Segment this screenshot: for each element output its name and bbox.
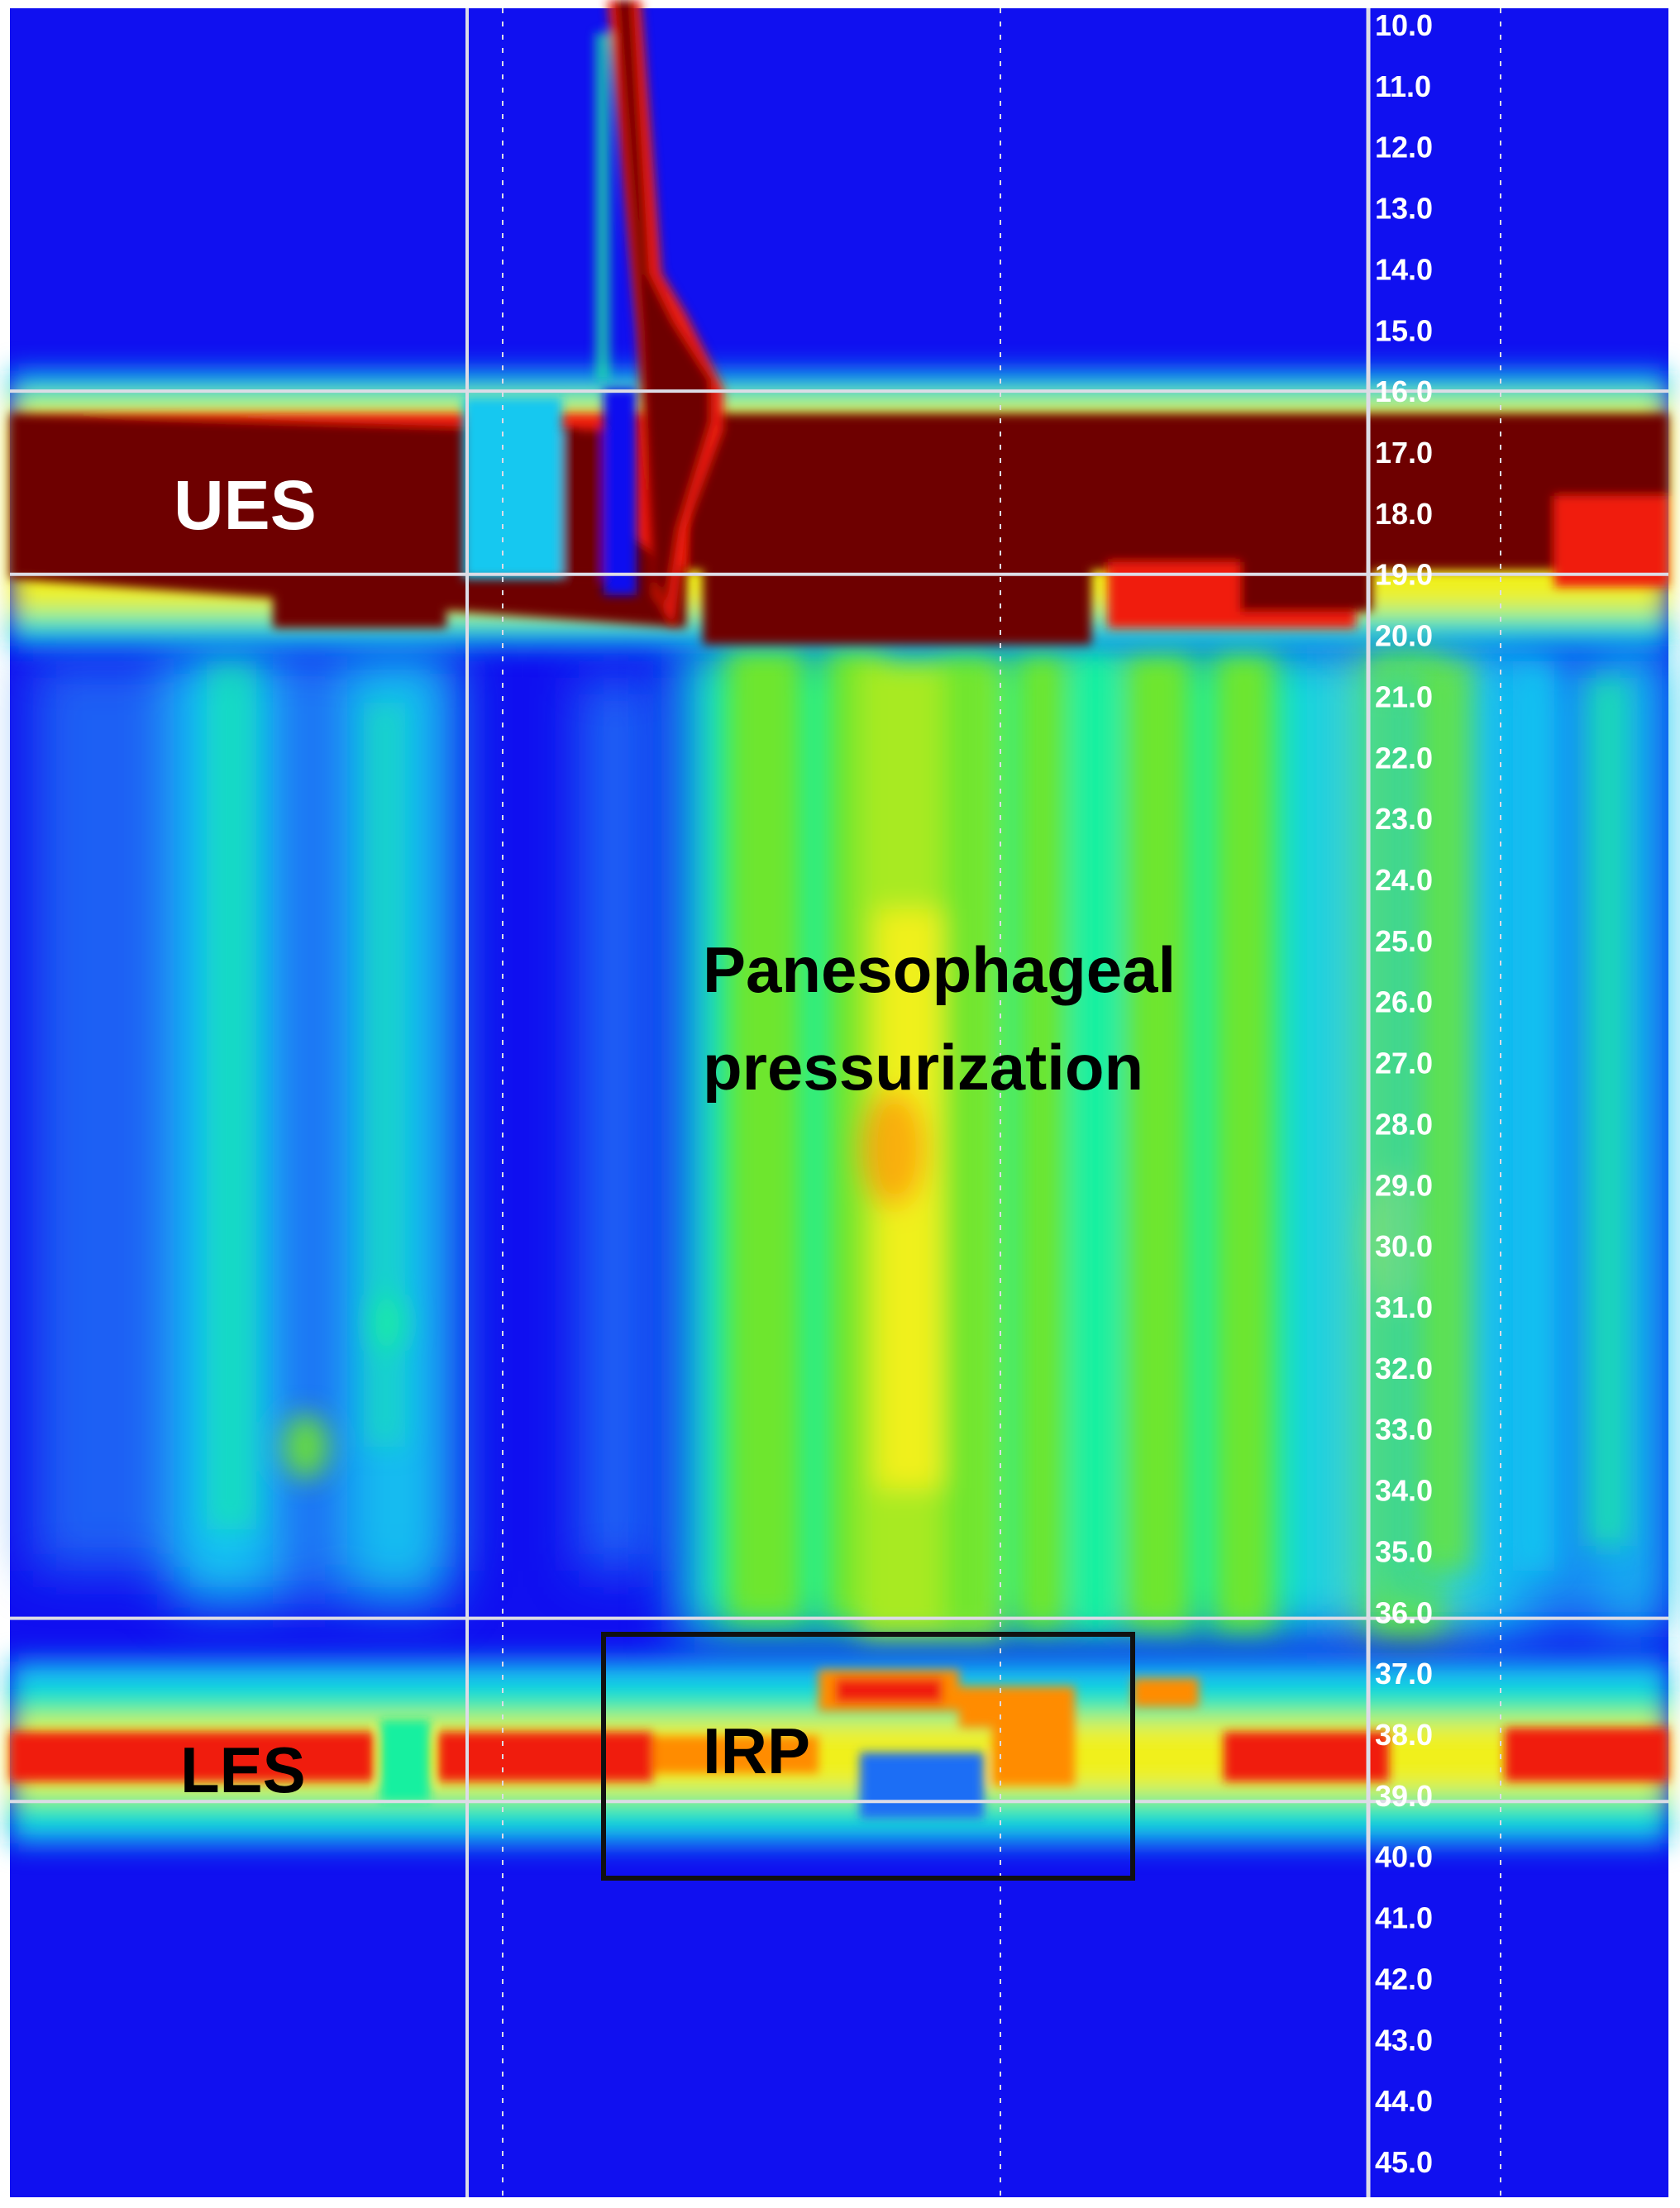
y-tick-label: 25.0 xyxy=(1375,924,1433,958)
y-tick-label: 23.0 xyxy=(1375,802,1433,836)
sensor-marker-lines xyxy=(10,389,1668,1804)
les-band-core xyxy=(10,1670,1668,1819)
y-tick-label: 35.0 xyxy=(1375,1534,1433,1568)
heatmap xyxy=(10,0,1668,2197)
y-tick-label: 45.0 xyxy=(1375,2145,1433,2179)
y-tick-label: 30.0 xyxy=(1375,1229,1433,1263)
y-tick-label: 17.0 xyxy=(1375,436,1433,470)
swallow-spike xyxy=(595,0,723,628)
y-tick-label: 42.0 xyxy=(1375,1962,1433,1996)
y-tick-label: 34.0 xyxy=(1375,1474,1433,1508)
y-tick-label: 26.0 xyxy=(1375,985,1433,1019)
ues-left-notch xyxy=(463,389,637,595)
y-tick-label: 43.0 xyxy=(1375,2023,1433,2057)
y-tick-label: 20.0 xyxy=(1375,619,1433,653)
y-tick-label: 21.0 xyxy=(1375,680,1433,713)
y-tick-label: 31.0 xyxy=(1375,1290,1433,1324)
y-tick-label: 18.0 xyxy=(1375,497,1433,531)
y-tick-label: 24.0 xyxy=(1375,863,1433,897)
ues-label: UES xyxy=(174,466,317,544)
y-tick-label: 36.0 xyxy=(1375,1595,1433,1629)
les-label: LES xyxy=(180,1733,306,1806)
y-tick-label: 10.0 xyxy=(1375,8,1433,42)
y-tick-label: 11.0 xyxy=(1375,69,1431,103)
y-tick-label: 39.0 xyxy=(1375,1779,1433,1813)
y-tick-label: 28.0 xyxy=(1375,1107,1433,1141)
y-tick-label: 44.0 xyxy=(1375,2084,1433,2118)
esophageal-body-right-detail xyxy=(1422,661,1629,1571)
y-tick-label: 29.0 xyxy=(1375,1168,1433,1202)
y-tick-label: 22.0 xyxy=(1375,741,1433,775)
y-tick-label: 32.0 xyxy=(1375,1352,1433,1385)
y-tick-label: 12.0 xyxy=(1375,131,1433,165)
y-tick-label: 41.0 xyxy=(1375,1901,1433,1935)
y-axis-ticks: 10.0 11.0 12.0 13.0 14.0 15.0 16.0 17.0 18.0 19.0… xyxy=(1375,8,1433,2179)
irp-box xyxy=(601,1632,1135,1881)
time-marker-lines xyxy=(465,8,1501,2197)
pressurization-label-line1: Panesophageal xyxy=(703,933,1176,1006)
y-tick-label: 33.0 xyxy=(1375,1413,1433,1447)
y-tick-label: 19.0 xyxy=(1375,558,1433,592)
y-tick-label: 37.0 xyxy=(1375,1657,1433,1691)
y-tick-label: 27.0 xyxy=(1375,1047,1433,1080)
y-tick-label: 15.0 xyxy=(1375,313,1433,347)
pressurization-label-line2: pressurization xyxy=(703,1031,1143,1104)
y-tick-label: 40.0 xyxy=(1375,1840,1433,1874)
y-tick-label: 13.0 xyxy=(1375,192,1433,226)
irp-label: IRP xyxy=(703,1714,810,1787)
y-tick-label: 16.0 xyxy=(1375,374,1433,408)
y-tick-label: 14.0 xyxy=(1375,252,1433,286)
y-tick-label: 38.0 xyxy=(1375,1718,1433,1752)
esophageal-body-left-detail xyxy=(207,661,408,1529)
